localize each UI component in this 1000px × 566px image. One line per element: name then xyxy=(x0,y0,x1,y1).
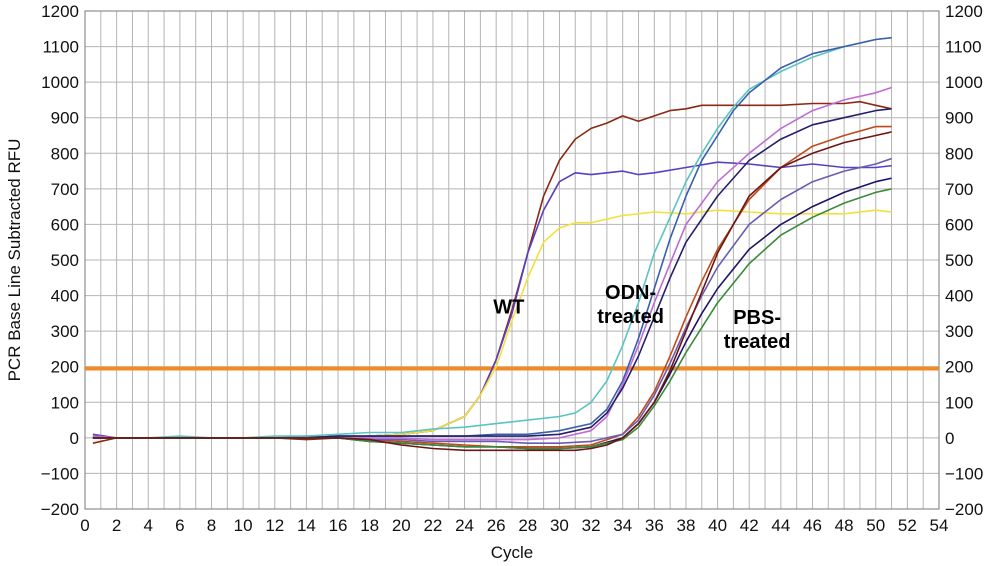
x-tick-label: 30 xyxy=(550,516,569,535)
x-tick-label: 46 xyxy=(803,516,822,535)
y-tick-label-right: −200 xyxy=(945,500,983,519)
x-tick-label: 10 xyxy=(234,516,253,535)
annotation-label: ODN-treated xyxy=(597,282,664,328)
x-tick-label: 48 xyxy=(835,516,854,535)
x-tick-label: 18 xyxy=(360,516,379,535)
y-tick-label-left: 100 xyxy=(51,393,79,412)
annotation-line: PBS- xyxy=(733,307,781,329)
y-tick-label-right: 700 xyxy=(945,180,973,199)
tick-labels: 0 2 4 6 8 10 12 14 16 18 20 22 24 26 28 30 32 34 36 38 40 42 4… xyxy=(41,2,984,535)
y-tick-label-left: 0 xyxy=(70,429,79,448)
y-tick-label-left: 400 xyxy=(51,287,79,306)
y-tick-label-right: 600 xyxy=(945,215,973,234)
x-tick-label: 14 xyxy=(297,516,316,535)
annotation-line: ODN- xyxy=(605,282,656,304)
y-tick-label-left: 600 xyxy=(51,215,79,234)
y-tick-label-left: 200 xyxy=(51,358,79,377)
y-tick-label-left: 700 xyxy=(51,180,79,199)
x-tick-label: 22 xyxy=(423,516,442,535)
x-tick-label: 28 xyxy=(518,516,537,535)
chart-grid xyxy=(84,10,940,510)
annotation-line: treated xyxy=(724,331,791,353)
y-tick-label-right: 1100 xyxy=(945,38,982,57)
annotation-label: PBS-treated xyxy=(724,307,791,353)
y-tick-label-right: 800 xyxy=(945,144,973,163)
plot-frame xyxy=(84,10,940,510)
annotation-line: WT xyxy=(493,296,524,318)
y-tick-label-right: 200 xyxy=(945,358,973,377)
x-tick-label: 34 xyxy=(613,516,632,535)
y-tick-label-left: 800 xyxy=(51,144,79,163)
y-tick-label-left: −200 xyxy=(41,500,79,519)
x-tick-label: 20 xyxy=(392,516,411,535)
x-tick-label: 52 xyxy=(898,516,917,535)
y-tick-label-left: 1000 xyxy=(41,73,79,92)
x-tick-label: 38 xyxy=(677,516,696,535)
y-tick-label-left: 1200 xyxy=(41,2,79,21)
x-tick-label: 54 xyxy=(930,516,949,535)
y-tick-label-left: 900 xyxy=(51,109,79,128)
series-line-pbs xyxy=(92,131,892,452)
y-axis-label: PCR Base Line Subtracted RFU xyxy=(5,139,24,382)
x-tick-label: 8 xyxy=(207,516,216,535)
y-tick-label-right: 1000 xyxy=(945,73,983,92)
x-tick-label: 44 xyxy=(771,516,790,535)
x-tick-label: 4 xyxy=(144,516,153,535)
annotation-label: WT xyxy=(493,296,524,318)
y-tick-label-left: 500 xyxy=(51,251,79,270)
x-axis-label: Cycle xyxy=(491,543,534,562)
x-tick-label: 50 xyxy=(866,516,885,535)
x-tick-label: 36 xyxy=(645,516,664,535)
x-tick-label: 26 xyxy=(487,516,506,535)
x-tick-label: 32 xyxy=(582,516,601,535)
y-tick-label-left: 300 xyxy=(51,322,79,341)
series-group xyxy=(92,36,892,452)
x-tick-label: 2 xyxy=(112,516,121,535)
y-tick-label-right: 500 xyxy=(945,251,973,270)
x-tick-label: 0 xyxy=(80,516,89,535)
y-tick-label-right: 1200 xyxy=(945,2,983,21)
x-tick-label: 42 xyxy=(740,516,759,535)
y-tick-label-right: 400 xyxy=(945,287,973,306)
y-tick-label-left: 1100 xyxy=(42,38,79,57)
y-tick-label-right: −100 xyxy=(945,464,983,483)
y-tick-label-right: 900 xyxy=(945,109,973,128)
annotation-line: treated xyxy=(597,306,664,328)
y-tick-label-left: −100 xyxy=(41,464,79,483)
y-tick-label-right: 300 xyxy=(945,322,973,341)
y-tick-label-right: 0 xyxy=(945,429,954,448)
x-tick-label: 16 xyxy=(329,516,348,535)
x-tick-label: 24 xyxy=(455,516,474,535)
x-tick-label: 6 xyxy=(175,516,184,535)
y-tick-label-right: 100 xyxy=(945,393,973,412)
x-tick-label: 40 xyxy=(708,516,727,535)
x-tick-label: 12 xyxy=(265,516,284,535)
